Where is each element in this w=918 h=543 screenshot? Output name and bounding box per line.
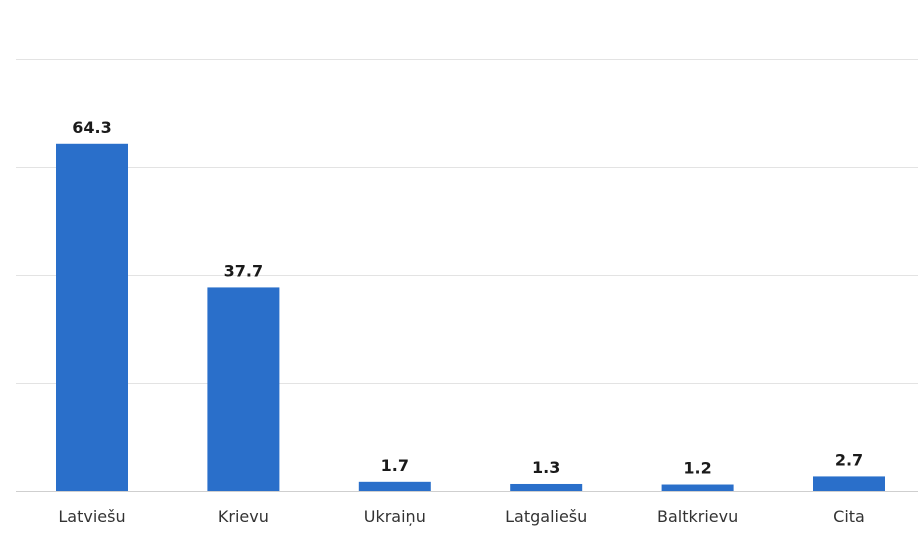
x-tick-label: Cita	[833, 507, 865, 526]
x-tick-label: Latviešu	[58, 507, 125, 526]
bar	[661, 484, 734, 491]
x-axis-tick-labels: Latviešu Krievu Ukraiņu Latgaliešu Baltkriev…	[58, 507, 864, 526]
value-labels: 64.3 37.7 1.7 1.3 1.2 2.7	[72, 118, 863, 478]
x-tick-label: Ukraiņu	[364, 507, 426, 526]
x-tick-label: Baltkrievu	[657, 507, 738, 526]
bars	[56, 143, 885, 491]
data-label: 1.2	[683, 459, 711, 478]
bar	[358, 481, 431, 491]
x-tick-label: Krievu	[218, 507, 269, 526]
bar	[510, 483, 583, 491]
gridlines	[16, 59, 918, 492]
bar	[56, 143, 128, 491]
data-label: 1.7	[381, 456, 409, 475]
bar	[207, 287, 280, 491]
x-tick-label: Latgaliešu	[505, 507, 587, 526]
data-label: 2.7	[835, 450, 863, 469]
bar	[813, 476, 885, 491]
data-label: 37.7	[224, 261, 263, 280]
data-label: 1.3	[532, 458, 560, 477]
data-label: 64.3	[72, 118, 111, 137]
